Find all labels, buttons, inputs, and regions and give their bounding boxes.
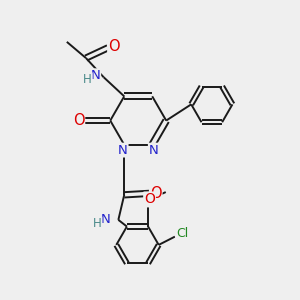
Text: N: N [101, 213, 111, 226]
Text: H: H [83, 73, 92, 86]
Text: O: O [150, 186, 162, 201]
Text: O: O [73, 113, 84, 128]
Text: N: N [149, 144, 159, 157]
Text: Cl: Cl [176, 227, 188, 240]
Text: N: N [91, 69, 100, 82]
Text: O: O [108, 39, 120, 54]
Text: N: N [118, 144, 128, 157]
Text: O: O [144, 192, 155, 206]
Text: H: H [93, 217, 101, 230]
